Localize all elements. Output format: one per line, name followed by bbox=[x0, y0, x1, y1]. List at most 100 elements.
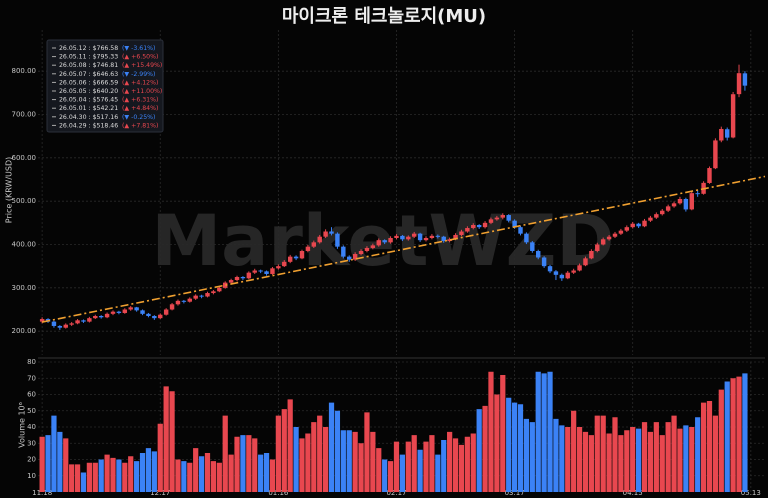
volume-bar bbox=[730, 378, 736, 492]
candle-body bbox=[683, 199, 689, 210]
volume-bar bbox=[364, 412, 370, 492]
candle-body bbox=[158, 314, 163, 319]
candle-body bbox=[252, 270, 257, 273]
volume-bar bbox=[641, 422, 648, 492]
volume-bar bbox=[712, 415, 719, 492]
volume-bar bbox=[458, 444, 465, 492]
candle-body bbox=[93, 316, 98, 319]
volume-bar bbox=[110, 457, 116, 492]
volume-bar bbox=[299, 438, 305, 492]
candle-body bbox=[264, 271, 269, 274]
candle-body bbox=[530, 242, 535, 251]
volume-bar bbox=[647, 431, 654, 492]
candle-body bbox=[388, 238, 393, 243]
candle-body bbox=[152, 316, 157, 319]
volume-bar bbox=[252, 438, 258, 492]
x-tick-label: 05.13 bbox=[741, 489, 761, 497]
candle-body bbox=[406, 236, 411, 240]
volume-bar bbox=[417, 449, 423, 492]
candle-body bbox=[323, 231, 328, 237]
volume-bar bbox=[275, 415, 281, 492]
volume-bar bbox=[529, 422, 535, 492]
candle-body bbox=[630, 223, 635, 228]
candle-body bbox=[222, 282, 228, 288]
candle-body bbox=[719, 128, 724, 141]
candle-body bbox=[636, 223, 641, 227]
legend-change: (▼ -2.99%) bbox=[122, 71, 155, 78]
volume-bar bbox=[57, 431, 63, 492]
candle-body bbox=[193, 295, 198, 299]
marks bbox=[39, 64, 766, 492]
candle-body bbox=[624, 227, 630, 231]
candle-body bbox=[116, 311, 122, 313]
volume-bar bbox=[387, 461, 394, 492]
candle-body bbox=[654, 214, 659, 218]
volume-bar bbox=[689, 427, 695, 492]
volume-tick-label: 50 bbox=[27, 407, 36, 415]
volume-bar bbox=[706, 401, 713, 492]
volume-bar bbox=[139, 453, 146, 492]
volume-bar bbox=[506, 397, 512, 492]
candle-body bbox=[689, 193, 694, 210]
candle-body bbox=[500, 215, 505, 218]
volume-bar bbox=[665, 422, 671, 492]
candle-body bbox=[400, 235, 405, 240]
candle-body bbox=[199, 295, 204, 297]
x-tick-label: 01.16 bbox=[268, 489, 289, 497]
volume-bar bbox=[618, 435, 624, 492]
volume-bar bbox=[281, 409, 287, 492]
candle-body bbox=[536, 251, 541, 258]
candle-body bbox=[258, 270, 263, 272]
volume-bar bbox=[683, 425, 689, 492]
candle-body bbox=[411, 233, 417, 237]
volume-bar bbox=[476, 409, 482, 492]
candle-body bbox=[287, 256, 293, 262]
candle-body bbox=[169, 304, 175, 310]
volume-bar bbox=[576, 427, 583, 492]
volume-bar bbox=[151, 451, 157, 492]
candle-body bbox=[175, 300, 181, 305]
candle-body bbox=[518, 227, 523, 234]
volume-bar bbox=[187, 462, 193, 492]
legend-text: 26.05.12 : $766.58 bbox=[59, 45, 118, 52]
candle-body bbox=[128, 307, 133, 310]
volume-bar bbox=[435, 454, 441, 492]
volume-tick-label: 30 bbox=[27, 439, 36, 447]
volume-bar bbox=[63, 438, 69, 492]
volume-bar bbox=[594, 415, 600, 492]
volume-bar bbox=[588, 435, 594, 492]
volume-bar bbox=[399, 454, 406, 492]
legend-change: (▲ +4.12%) bbox=[122, 79, 158, 86]
candle-body bbox=[246, 272, 252, 279]
volume-bar bbox=[429, 435, 435, 492]
candle-body bbox=[736, 73, 742, 95]
volume-bar bbox=[447, 431, 453, 492]
candle-body bbox=[63, 324, 68, 328]
candle-body bbox=[110, 311, 116, 314]
candle-body bbox=[453, 234, 458, 240]
volume-bar bbox=[535, 371, 541, 492]
candle-body bbox=[394, 235, 399, 238]
volume-bar bbox=[116, 459, 122, 492]
candle-body bbox=[69, 323, 74, 325]
x-tick-label: 03.17 bbox=[505, 489, 525, 497]
candle-body bbox=[512, 220, 517, 228]
volume-bar bbox=[246, 435, 252, 492]
candle-body bbox=[713, 140, 718, 169]
volume-bar bbox=[311, 422, 317, 492]
volume-bar bbox=[175, 459, 181, 492]
volume-bar bbox=[452, 438, 459, 492]
volume-bar bbox=[287, 399, 293, 492]
candle-body bbox=[447, 239, 452, 242]
y-tick-label: 500.00 bbox=[12, 197, 37, 205]
candle-body bbox=[299, 251, 305, 259]
candle-body bbox=[482, 222, 488, 228]
volume-bar bbox=[128, 456, 134, 492]
volume-bar bbox=[92, 462, 98, 492]
volume-bar bbox=[293, 427, 299, 492]
candle-body bbox=[376, 240, 381, 246]
volume-tick-label: 70 bbox=[27, 374, 36, 382]
volume-bar bbox=[204, 453, 211, 492]
volume-bar bbox=[718, 389, 724, 492]
volume-tick-label: 60 bbox=[27, 391, 36, 399]
